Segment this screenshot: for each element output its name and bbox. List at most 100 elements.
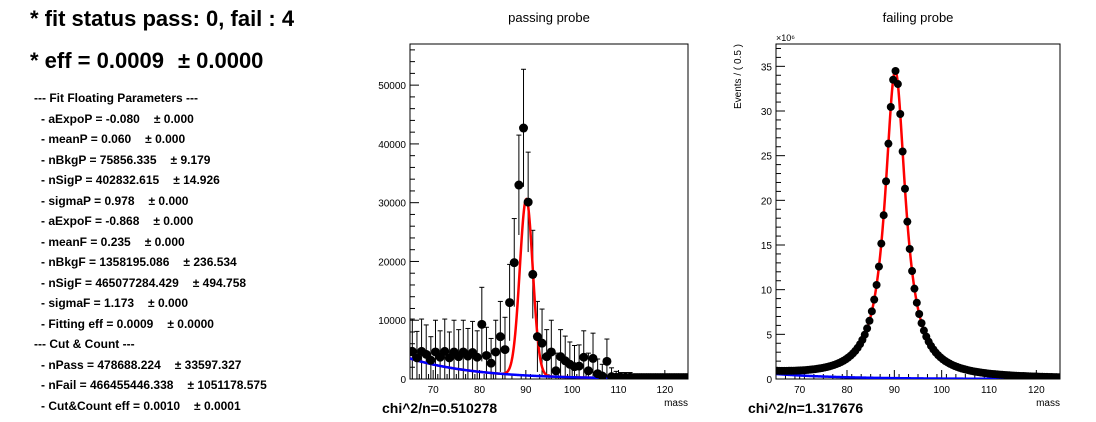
data-point [532, 332, 542, 342]
data-point [551, 366, 561, 376]
data-point [896, 109, 905, 118]
y-tick-label: 0 [766, 375, 772, 386]
data-point [1054, 373, 1060, 379]
fit-param: - nSigF = 465077284.429 ± 494.758 [41, 276, 246, 290]
y-tick-label: 0 [400, 375, 406, 386]
data-point [882, 177, 891, 186]
param-value: - nBkgF = 1358195.086 [41, 255, 170, 269]
y-tick-label: 15 [761, 241, 773, 252]
data-point [491, 347, 501, 357]
data-point [602, 356, 612, 366]
chi2-label: chi^2/n=1.317676 [748, 400, 863, 416]
param-error: ± 0.000 [145, 132, 186, 146]
x-tick-label: 100 [933, 385, 950, 396]
x-tick-label: 110 [611, 385, 627, 396]
x-tick-label: 120 [1028, 385, 1045, 396]
chart-title: failing probe [883, 10, 954, 25]
fit-param: - meanP = 0.060 ± 0.000 [41, 132, 185, 146]
fit-param: - nSigP = 402832.615 ± 14.926 [41, 173, 220, 187]
x-tick-label: 70 [794, 385, 806, 396]
fit-param: - meanF = 0.235 ± 0.000 [41, 235, 185, 249]
data-point [412, 353, 422, 363]
y-tick-label: 35 [761, 62, 773, 73]
data-point [908, 267, 917, 276]
y-tick-label: 50000 [378, 81, 406, 92]
data-point [905, 244, 914, 253]
param-value: - sigmaP = 0.978 [41, 193, 135, 208]
data-point [886, 102, 895, 111]
param-value: - nBkgP = 75856.335 [41, 152, 157, 167]
y-tick-label: 20000 [378, 257, 406, 268]
cut-param: - nFail = 466455446.338 ± 1051178.575 [41, 378, 267, 392]
param-error: ± 14.926 [173, 173, 220, 187]
cut-param: - Cut&Count eff = 0.0010 ± 0.0001 [41, 399, 241, 413]
data-point [486, 358, 496, 368]
fit-param: - Fitting eff = 0.0009 ± 0.0000 [41, 317, 214, 331]
data-point [579, 352, 589, 362]
param-value: - Cut&Count eff = 0.0010 [41, 398, 181, 413]
data-point [900, 184, 909, 193]
x-tick-label: 90 [889, 385, 901, 396]
param-value: - nFail = 466455446.338 [41, 378, 174, 392]
data-point [915, 310, 924, 319]
data-point [500, 345, 510, 355]
data-point [440, 346, 450, 356]
fit-section-title: --- Fit Floating Parameters --- [34, 91, 199, 105]
x-tick-label: 80 [841, 385, 853, 396]
param-error: ± 0.0001 [194, 398, 241, 413]
fit-param: - aExpoF = -0.868 ± 0.000 [41, 214, 193, 228]
y-tick-label: 5 [766, 330, 772, 341]
param-value: - nPass = 478688.224 [41, 357, 161, 372]
plot-area [410, 68, 688, 379]
fit-total-curve [776, 69, 1060, 379]
chart-title: passing probe [508, 10, 590, 25]
param-error: ± 0.000 [144, 234, 185, 249]
fit-param: - sigmaF = 1.173 ± 0.000 [41, 296, 188, 310]
param-error: ± 0.0000 [167, 316, 214, 331]
y-tick-label: 30000 [378, 199, 406, 210]
data-point [872, 280, 881, 289]
plot-area [776, 66, 1060, 379]
param-error: ± 236.534 [183, 255, 237, 269]
data-point [505, 298, 515, 308]
param-value: - meanP = 0.060 [41, 132, 132, 146]
param-value: - aExpoF = -0.868 [41, 214, 140, 228]
param-value: - nSigF = 465077284.429 [41, 275, 179, 290]
param-error: ± 0.000 [153, 111, 194, 126]
x-tick-label: 100 [564, 385, 581, 396]
data-point [884, 139, 893, 148]
plot-frame [409, 43, 689, 380]
y-axis-label: Events / ( 0.5 ) [733, 44, 744, 109]
data-point [583, 366, 593, 376]
data-point [477, 319, 487, 329]
data-point [893, 80, 902, 89]
fit-param: - nBkgP = 75856.335 ± 9.179 [41, 153, 210, 167]
data-point [588, 353, 598, 363]
y-tick-label: 40000 [378, 140, 406, 151]
data-point [860, 330, 869, 339]
data-point [472, 352, 482, 362]
data-point [877, 239, 886, 248]
y-multiplier: ×10⁶ [776, 33, 795, 43]
fit-param: - sigmaP = 0.978 ± 0.000 [41, 194, 188, 208]
x-axis-label: mass [1036, 398, 1060, 409]
param-error: ± 9.179 [170, 152, 211, 167]
data-point [910, 284, 919, 293]
param-value: - meanF = 0.235 [41, 234, 131, 249]
x-axis-label: mass [664, 398, 688, 409]
fit-param: - nBkgF = 1358195.086 ± 236.534 [41, 255, 237, 269]
param-error: ± 0.000 [148, 193, 189, 208]
param-error: ± 0.000 [153, 214, 194, 228]
data-point [528, 269, 538, 279]
data-point [597, 371, 607, 379]
data-point [495, 332, 505, 342]
data-point [481, 350, 491, 360]
param-error: ± 33597.327 [174, 357, 242, 372]
data-point [919, 326, 928, 335]
y-tick-label: 20 [761, 196, 773, 207]
data-point [870, 295, 879, 304]
data-point [863, 324, 872, 333]
param-error: ± 494.758 [192, 275, 247, 290]
fit-param: - aExpoP = -0.080 ± 0.000 [41, 112, 194, 126]
passing-probe-chart: passing probe 0 10000 20000 30000 40000 50000 7… [378, 10, 689, 416]
